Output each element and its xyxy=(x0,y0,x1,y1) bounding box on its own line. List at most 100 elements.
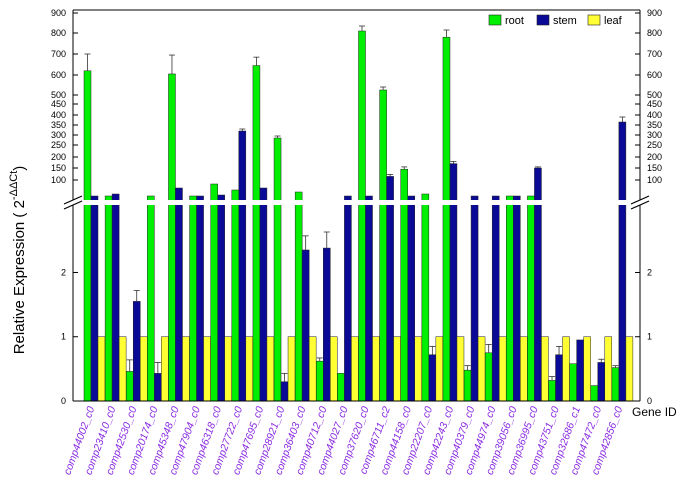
y-axis-title-superscript: -ΔΔCt xyxy=(8,171,20,200)
y-tick-label-right-150: 150 xyxy=(647,163,662,173)
bar-leaf-comp28921_c0 xyxy=(287,336,296,402)
bar-root-comp42530_c0 xyxy=(125,371,134,402)
bar-leaf-comp32686_c1 xyxy=(583,336,591,402)
bar-leaf-comp47904_c0 xyxy=(203,336,211,402)
legend-label-stem: stem xyxy=(553,15,577,27)
bar-stem-comp45348_c0 xyxy=(175,187,183,402)
bar-stem-comp20174_c0 xyxy=(154,373,162,402)
bar-leaf-comp44158_c0 xyxy=(414,336,422,402)
bar-stem-comp32686_c1 xyxy=(576,339,584,402)
bar-leaf-comp42856_c0 xyxy=(625,336,634,402)
bar-root-comp27722_c0 xyxy=(231,189,240,402)
bar-root-comp44002_c0 xyxy=(83,70,92,402)
bar-root-comp32686_c1 xyxy=(569,363,577,402)
y-tick-label-right-700: 700 xyxy=(647,49,662,59)
y-axis-title: Relative Expression ( 2-ΔΔCt) xyxy=(8,166,28,355)
bar-leaf-comp36403_c0 xyxy=(308,336,317,402)
y-tick-label-left-800: 800 xyxy=(51,28,66,38)
bar-root-comp28921_c0 xyxy=(273,137,282,402)
y-tick-label-left-450: 450 xyxy=(51,99,66,109)
y-axis-title-main: Relative Expression ( 2 xyxy=(11,200,28,354)
bar-root-comp45348_c0 xyxy=(168,73,176,402)
bar-leaf-comp37620_c0 xyxy=(372,336,380,402)
y-tick-label-right-400: 400 xyxy=(647,110,662,120)
bar-leaf-comp44002_c0 xyxy=(97,336,106,402)
legend: root stem leaf xyxy=(488,14,623,27)
bar-stem-comp28921_c0 xyxy=(280,381,289,402)
bar-leaf-comp39056_c0 xyxy=(520,336,528,402)
bar-root-comp47472_c0 xyxy=(590,385,599,402)
y-axis-title-close: ) xyxy=(11,166,28,171)
bar-leaf-comp22207_c0 xyxy=(435,336,444,402)
bar-stem-comp39056_c0 xyxy=(513,195,521,402)
y-tick-label-right-350: 350 xyxy=(647,120,662,130)
y-tick-label-left-250: 250 xyxy=(51,140,66,150)
y-tick-label-right-500: 500 xyxy=(647,90,662,100)
legend-swatch-leaf xyxy=(587,14,601,26)
bar-leaf-comp47695_c0 xyxy=(266,336,275,402)
legend-label-root: root xyxy=(505,15,524,27)
bar-leaf-comp47472_c0 xyxy=(604,336,613,402)
bar-stem-comp42856_c0 xyxy=(618,121,627,402)
bar-root-comp40379_c0 xyxy=(463,369,472,402)
y-tick-label-right-0: 0 xyxy=(647,396,652,406)
bar-stem-comp47695_c0 xyxy=(259,187,268,402)
bar-stem-comp22207_c0 xyxy=(428,354,437,402)
bar-leaf-comp46711_c2 xyxy=(393,336,401,402)
bar-leaf-comp44027_c0 xyxy=(351,336,359,402)
bar-root-comp42856_c0 xyxy=(611,367,620,402)
bar-stem-comp44027_c0 xyxy=(344,195,352,402)
y-tick-label-left-2: 2 xyxy=(61,267,66,277)
y-tick-label-left-900: 900 xyxy=(51,8,66,18)
y-tick-label-left-150: 150 xyxy=(51,163,66,173)
bar-root-comp23410_c0 xyxy=(104,195,113,402)
bar-stem-comp27722_c0 xyxy=(238,130,247,402)
bar-stem-comp23410_c0 xyxy=(111,193,120,402)
break-mark-left-b xyxy=(63,200,83,210)
bar-stem-comp46318_c0 xyxy=(217,194,225,402)
y-tick-label-left-0: 0 xyxy=(61,396,66,406)
bar-stem-comp46711_c2 xyxy=(386,176,394,402)
y-tick-label-left-600: 600 xyxy=(51,70,66,80)
bar-stem-comp47472_c0 xyxy=(597,362,606,402)
bar-leaf-comp42243_c0 xyxy=(456,336,465,402)
bar-stem-comp43751_c0 xyxy=(555,354,563,402)
legend-swatch-stem xyxy=(536,14,550,26)
y-tick-label-left-1: 1 xyxy=(61,332,66,342)
bar-stem-comp44974_c0 xyxy=(491,195,500,402)
bar-root-comp36995_c0 xyxy=(527,195,535,402)
break-mark-right-a xyxy=(630,195,650,205)
bar-root-comp47904_c0 xyxy=(189,195,197,402)
y-tick-label-left-400: 400 xyxy=(51,110,66,120)
bar-leaf-comp40712_c0 xyxy=(330,336,338,402)
bar-stem-comp37620_c0 xyxy=(365,195,373,402)
y-tick-label-right-300: 300 xyxy=(647,130,662,140)
bar-stem-comp40712_c0 xyxy=(323,247,331,402)
y-tick-label-left-700: 700 xyxy=(51,49,66,59)
y-tick-label-right-600: 600 xyxy=(647,70,662,80)
bar-root-comp22207_c0 xyxy=(421,193,430,402)
y-tick-label-left-100: 100 xyxy=(51,175,66,185)
bar-root-comp40712_c0 xyxy=(316,360,324,402)
y-tick-label-right-250: 250 xyxy=(647,140,662,150)
bar-leaf-comp27722_c0 xyxy=(245,336,254,402)
y-tick-label-left-350: 350 xyxy=(51,120,66,130)
bar-stem-comp42243_c0 xyxy=(449,163,458,402)
y-tick-label-left-300: 300 xyxy=(51,130,66,140)
bar-leaf-comp40379_c0 xyxy=(477,336,486,402)
bar-leaf-comp45348_c0 xyxy=(182,336,190,402)
bar-root-comp46318_c0 xyxy=(210,183,218,402)
y-tick-label-left-500: 500 xyxy=(51,90,66,100)
bar-stem-comp40379_c0 xyxy=(470,195,479,402)
bar-leaf-comp36995_c0 xyxy=(541,336,549,402)
bar-stem-comp47904_c0 xyxy=(196,195,204,402)
bar-root-comp20174_c0 xyxy=(147,195,155,402)
legend-label-leaf: leaf xyxy=(604,15,623,27)
bar-root-comp42243_c0 xyxy=(442,36,451,402)
bar-root-comp37620_c0 xyxy=(358,30,366,402)
bar-root-comp36403_c0 xyxy=(294,191,303,402)
bar-leaf-comp20174_c0 xyxy=(161,336,169,402)
x-axis-title: Gene ID xyxy=(632,405,677,419)
